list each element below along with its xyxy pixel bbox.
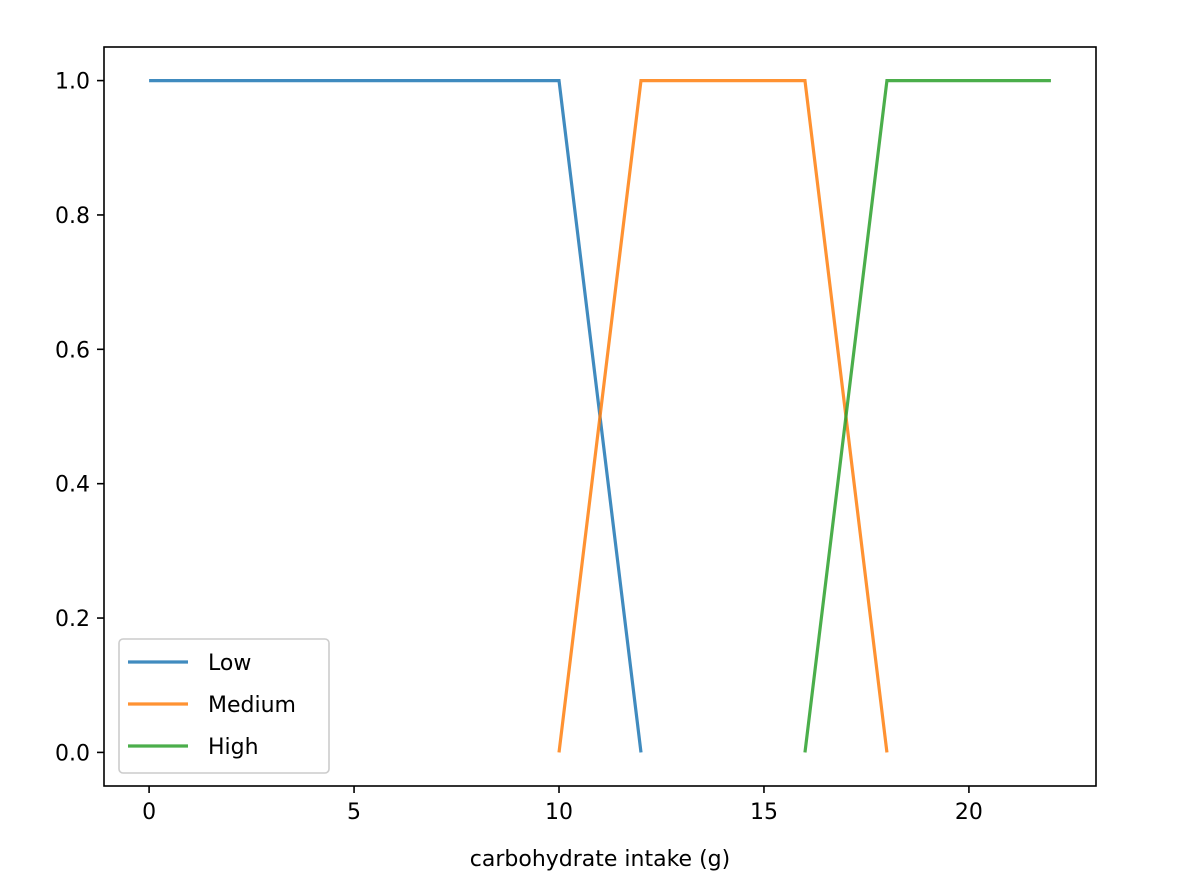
x-tick-label: 15 xyxy=(750,800,778,825)
series-line-high xyxy=(803,78,1051,753)
x-tick-label: 20 xyxy=(955,800,983,825)
y-axis-ticks: 0.0 0.2 0.4 0.6 0.8 1.0 xyxy=(55,70,104,766)
y-tick-label: 0.8 xyxy=(55,204,90,229)
legend-label-medium: Medium xyxy=(208,693,296,718)
x-axis-ticks: 0 5 10 15 20 xyxy=(142,786,983,825)
y-tick-label: 0.0 xyxy=(55,741,90,766)
legend-label-low: Low xyxy=(208,651,251,676)
y-tick-label: 1.0 xyxy=(55,70,90,95)
x-tick-label: 5 xyxy=(347,800,361,825)
x-tick-label: 10 xyxy=(545,800,573,825)
y-tick-label: 0.4 xyxy=(55,473,90,498)
series-layer xyxy=(149,78,1051,753)
x-tick-label: 0 xyxy=(142,800,156,825)
y-tick-label: 0.2 xyxy=(55,607,90,632)
x-axis-label: carbohydrate intake (g) xyxy=(470,847,730,872)
plot-frame xyxy=(103,46,1097,787)
legend-items: Low Medium High xyxy=(128,651,296,760)
series-line-low xyxy=(149,78,643,753)
legend-label-high: High xyxy=(208,735,259,760)
legend: Low Medium High xyxy=(118,638,330,774)
legend-frame xyxy=(118,638,330,774)
y-tick-label: 0.6 xyxy=(55,338,90,363)
